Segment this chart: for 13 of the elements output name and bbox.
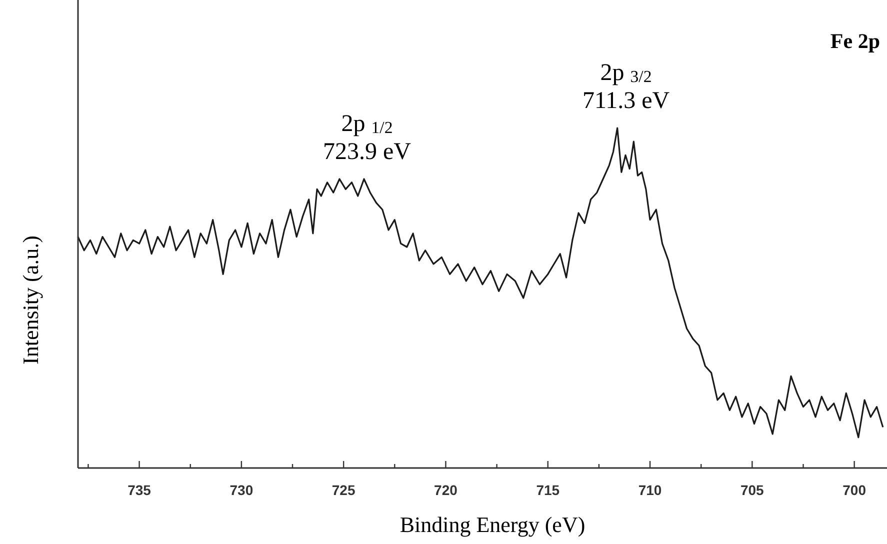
x-tick-label: 730 bbox=[230, 482, 254, 498]
x-tick-label: 705 bbox=[740, 482, 764, 498]
y-axis-title: Intensity (a.u.) bbox=[18, 236, 43, 364]
text: 2p $_{3/2}$ 711.3 eV bbox=[582, 60, 670, 114]
x-tick-label: 715 bbox=[536, 482, 560, 498]
x-tick-label: 710 bbox=[638, 482, 662, 498]
x-tick-label: 720 bbox=[434, 482, 458, 498]
annotation: 2p $_{1/2}$ 723.9 eV bbox=[323, 111, 412, 165]
chart-title: Fe 2p bbox=[830, 29, 880, 53]
x-tick-label: 735 bbox=[128, 482, 152, 498]
x-tick-label: 725 bbox=[332, 482, 356, 498]
x-axis-title: Binding Energy (eV) bbox=[400, 512, 586, 537]
x-tick-label: 700 bbox=[842, 482, 866, 498]
